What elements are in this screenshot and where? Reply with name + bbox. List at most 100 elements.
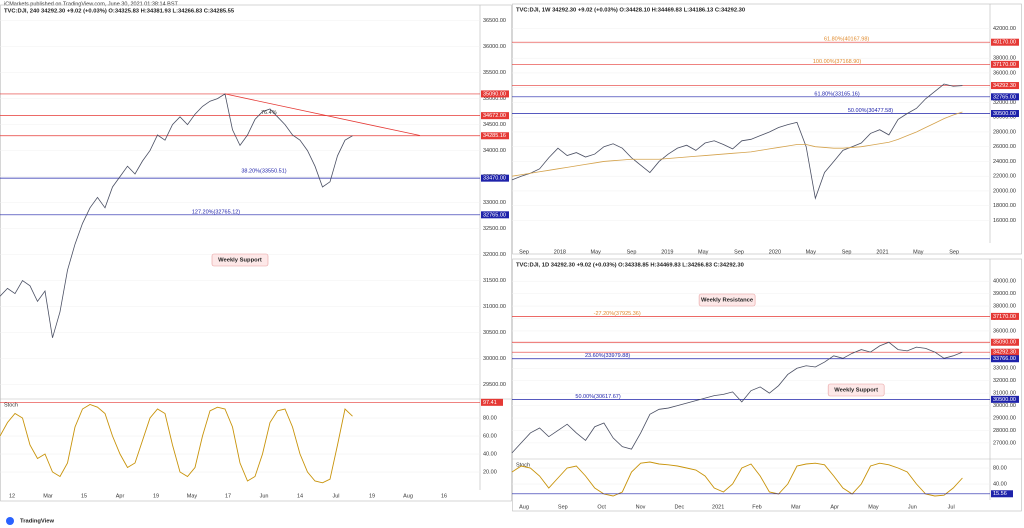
y-tick-label: 31000.00 [993,391,1016,397]
x-tick-label: 2020 [769,249,781,255]
x-tick-label: Jul [948,504,955,510]
price-line [0,93,353,338]
level-tag [991,348,1019,356]
y-tick-label: 27000.00 [993,440,1016,446]
level-tag [481,174,509,182]
level-label: 33766.00 [993,356,1016,362]
level-label: 30500.00 [993,397,1016,403]
level-tag [481,211,509,219]
y-tick-label: 34500.00 [483,122,506,128]
y-tick-label: 34000.00 [483,148,506,154]
x-tick-label: Apr [830,504,839,510]
y-tick-label: 24000.00 [993,159,1016,165]
y-tick-label: 80.00 [993,465,1007,471]
level-tag [991,312,1019,320]
y-tick-label: 38000.00 [993,304,1016,310]
chart-title: TVC:DJI, 1W 34292.30 +9.02 (+0.03%) O:34… [516,8,745,14]
panel-border [512,258,1022,512]
y-tick-label: 39000.00 [993,291,1016,297]
x-tick-label: 2021 [712,504,724,510]
stoch-line [0,404,353,484]
fib-label: 38.20%(33550.51) [241,168,286,174]
x-tick-label: 14 [297,493,303,499]
level-label: 34292.30 [993,350,1016,356]
level-tag [991,82,1019,90]
y-tick-label: 16000.00 [993,218,1016,224]
y-tick-label: 36000.00 [993,328,1016,334]
level-label: 37170.00 [993,314,1016,320]
x-tick-label: May [590,249,601,255]
callout-text: Weekly Support [218,258,262,264]
price-line [511,83,963,200]
x-tick-label: Aug [519,504,529,510]
x-tick-label: 19 [369,493,375,499]
level-label: 32765.00 [483,212,506,218]
fib-label: 50.00%(30477.58) [848,108,893,114]
level-tag [991,355,1019,363]
level-label: 32765.00 [993,94,1016,100]
y-tick-label: 35000.00 [483,96,506,102]
x-tick-label: Nov [636,504,646,510]
stoch-last-label: 15.56 [993,491,1007,497]
x-tick-label: Oct [597,504,606,510]
x-tick-label: Jun [908,504,917,510]
fib-label: 61.80%(40167.98) [824,37,869,43]
fib-label: -27.20%(37925.36) [594,311,641,317]
y-tick-label: 36000.00 [993,70,1016,76]
stoch-last-tag [481,398,503,406]
x-tick-label: Feb [752,504,761,510]
stoch-line [511,461,963,497]
x-tick-label: 12 [9,493,15,499]
level-label: 30500.00 [993,111,1016,117]
y-tick-label: 28000.00 [993,129,1016,135]
x-tick-label: Jul [332,493,339,499]
y-tick-label: 32000.00 [483,252,506,258]
level-tag [991,38,1019,46]
y-tick-label: 26000.00 [993,144,1016,150]
level-tag [991,110,1019,118]
y-tick-label: 40.00 [483,451,497,457]
level-tag [991,93,1019,101]
x-tick-label: 19 [153,493,159,499]
y-tick-label: 29000.00 [993,415,1016,421]
level-label: 34672.00 [483,113,506,119]
level-tag [481,132,509,140]
panel-border [512,3,1022,255]
x-tick-label: May [913,249,924,255]
fib-label: 127.20%(32765.12) [192,209,240,215]
callout-text: Weekly Support [834,388,878,394]
y-tick-label: 42000.00 [993,26,1016,32]
x-tick-label: Sep [558,504,568,510]
y-tick-label: 36000.00 [483,44,506,50]
level-label: 35090.00 [993,340,1016,346]
price-line [511,341,963,454]
x-tick-label: Sep [734,249,744,255]
x-tick-label: Aug [403,493,413,499]
y-tick-label: 31500.00 [483,278,506,284]
level-tag [481,90,509,98]
x-tick-label: 2018 [554,249,566,255]
x-tick-label: Apr [116,493,125,499]
y-tick-label: 32500.00 [483,226,506,232]
y-tick-label: 80.00 [483,415,497,421]
y-tick-label: 29500.00 [483,382,506,388]
x-tick-label: May [698,249,709,255]
y-tick-label: 40000.00 [993,279,1016,285]
x-tick-label: 16 [441,493,447,499]
stoch-label: Stoch [4,402,18,408]
trend-line [224,93,421,136]
stoch-last-tag [991,490,1013,498]
callout-box [827,383,885,397]
y-tick-label: 20.00 [483,469,497,475]
x-tick-label: Sep [842,249,852,255]
panel-border [0,4,512,502]
y-tick-label: 33000.00 [993,366,1016,372]
y-tick-label: 31000.00 [483,304,506,310]
y-tick-label: 40.00 [993,481,1007,487]
callout-text: Weekly Resistance [701,298,754,304]
callout-box [698,293,756,307]
y-tick-label: 32000.00 [993,100,1016,106]
x-tick-label: Sep [627,249,637,255]
fib-label: 50.00%(30617.67) [575,394,620,400]
footer-brand: TradingView [20,519,55,525]
